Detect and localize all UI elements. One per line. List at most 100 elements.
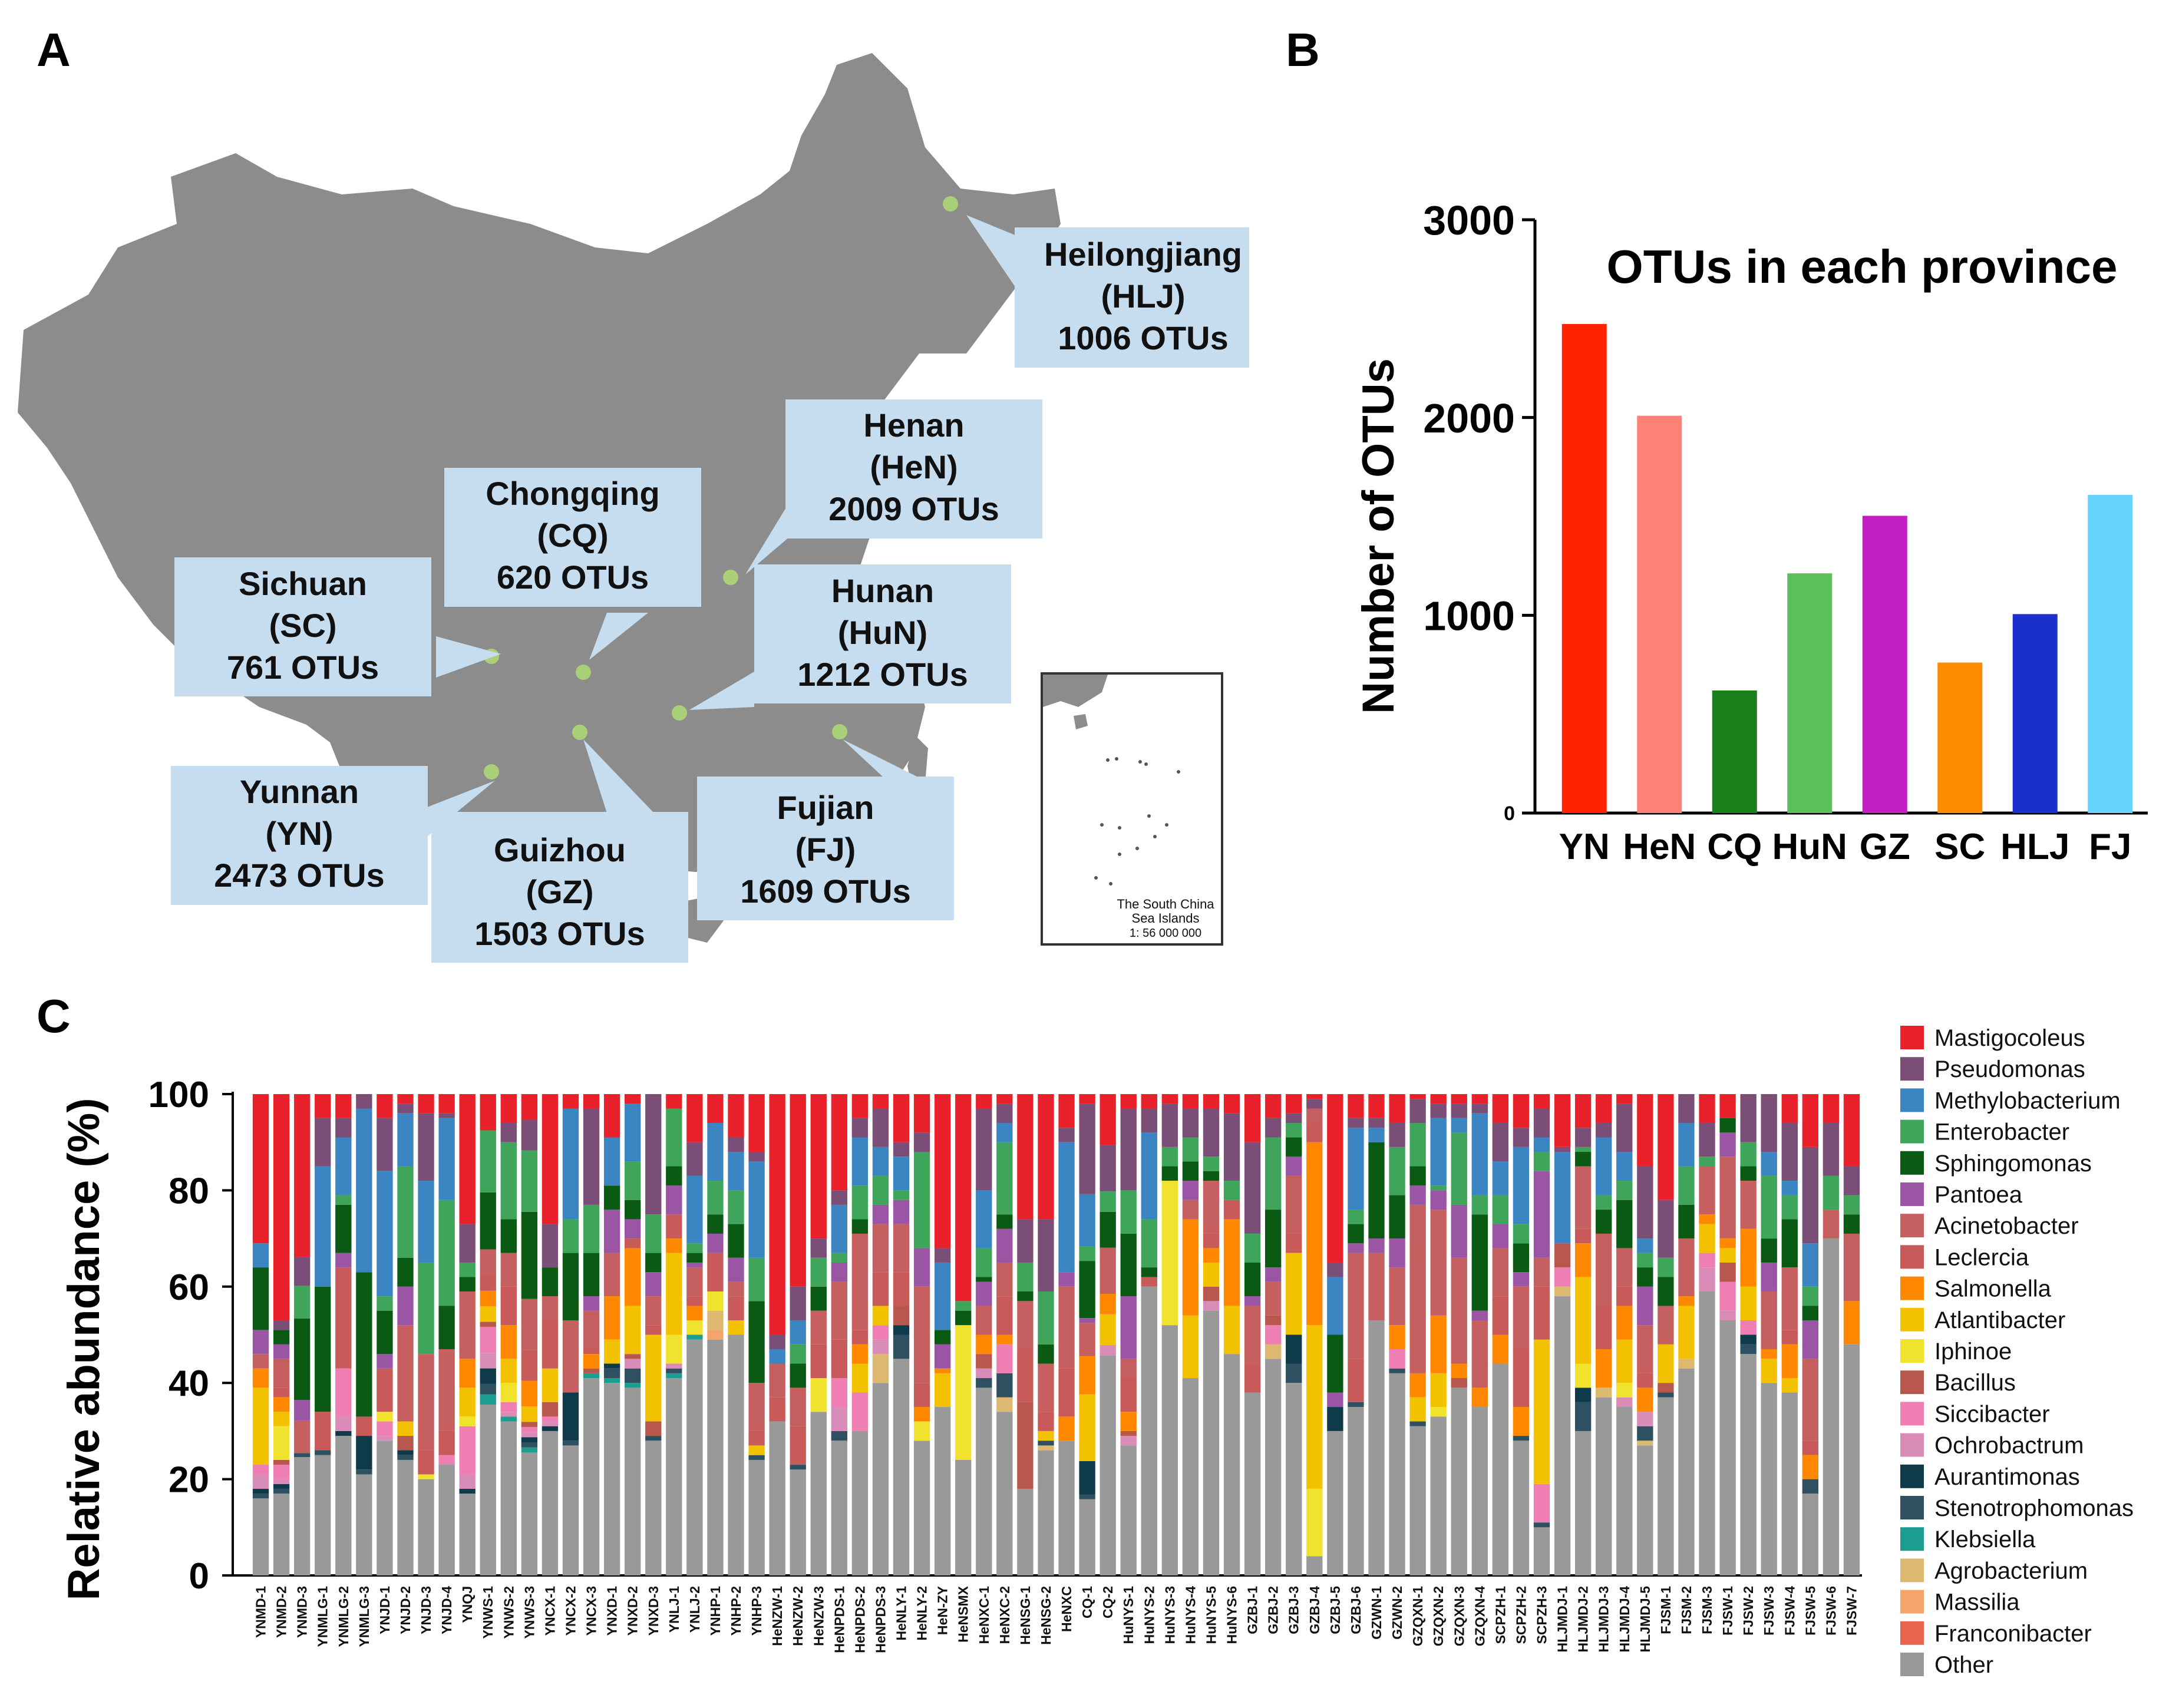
segment-agrobacterium <box>1637 1441 1653 1446</box>
segment-methylobacterium <box>790 1320 806 1344</box>
segment-mastigocoleus <box>1719 1094 1736 1118</box>
segment-other <box>1389 1373 1405 1575</box>
segment-enterobacter <box>1100 1191 1116 1212</box>
chart-b-y-tick-label: 0 <box>1504 802 1515 825</box>
segment-sphingomonas <box>1079 1261 1095 1319</box>
segment-leclercia <box>1492 1296 1509 1335</box>
segment-sphingomonas <box>603 1185 620 1210</box>
segment-leclercia <box>1637 1373 1653 1388</box>
segment-sphingomonas <box>1203 1171 1220 1181</box>
segment-salmonella <box>1596 1349 1612 1388</box>
segment-pantoea <box>1348 1243 1364 1253</box>
legend-label: Mastigocoleus <box>1934 1025 2085 1051</box>
segment-pantoea <box>728 1257 744 1282</box>
segment-mastigocoleus <box>1265 1094 1282 1118</box>
segment-atlantibacter <box>728 1320 744 1335</box>
segment-enterobacter <box>521 1150 538 1212</box>
sample-label: SCPZH-1 <box>1493 1586 1508 1644</box>
sample-label: HLJMDJ-5 <box>1637 1586 1653 1653</box>
segment-aurantimonas <box>459 1488 476 1494</box>
dot-yn <box>484 764 499 779</box>
segment-mastigocoleus <box>1038 1094 1054 1220</box>
legend-label: Klebsiella <box>1934 1527 2036 1552</box>
segment-mastigocoleus <box>625 1094 641 1104</box>
segment-pseudomonas <box>273 1320 290 1330</box>
segment-atlantibacter <box>748 1445 765 1455</box>
segment-other <box>851 1431 869 1575</box>
segment-atlantibacter <box>1203 1262 1220 1287</box>
segment-enterobacter <box>1781 1195 1798 1220</box>
segment-ochrobactrum <box>872 1339 889 1354</box>
stacked-bar <box>955 1094 972 1575</box>
segment-mastigocoleus <box>397 1094 414 1104</box>
segment-acinetobacter <box>1802 1359 1819 1441</box>
segment-mastigocoleus <box>1451 1094 1467 1104</box>
chart-b-x-tick-label: SC <box>1934 827 1985 867</box>
segment-salmonella <box>1616 1306 1633 1340</box>
segment-salmonella <box>1699 1214 1715 1224</box>
segment-stenotrophomonas <box>1658 1392 1674 1398</box>
stacked-bar <box>1843 1094 1860 1575</box>
segment-other <box>1658 1397 1674 1575</box>
segment-sphingomonas <box>810 1286 827 1311</box>
segment-atlantibacter <box>273 1412 290 1426</box>
south-china-sea-inset: The South China Sea Islands 1: 56 000 00… <box>1041 672 1223 946</box>
segment-bacillus <box>480 1322 496 1327</box>
segment-bacillus <box>1203 1286 1220 1301</box>
segment-bacillus <box>625 1354 641 1359</box>
segment-leclercia <box>1348 1359 1364 1402</box>
sample-label: YNLJ-2 <box>687 1586 702 1633</box>
segment-enterobacter <box>1182 1137 1199 1162</box>
segment-aurantimonas <box>356 1436 372 1470</box>
legend-item: Aurantimonas <box>1900 1464 2080 1490</box>
sample-label: HuNYS-3 <box>1162 1586 1177 1644</box>
segment-pseudomonas <box>976 1108 992 1191</box>
segment-acinetobacter <box>1843 1233 1860 1301</box>
segment-other <box>666 1378 682 1575</box>
stacked-bar <box>252 1094 269 1575</box>
segment-mastigocoleus <box>377 1094 393 1118</box>
segment-ochrobactrum <box>666 1363 682 1369</box>
legend-item: Other <box>1900 1652 1993 1678</box>
segment-stenotrophomonas <box>315 1450 331 1455</box>
segment-sphingomonas <box>1389 1195 1405 1239</box>
segment-stenotrophomonas <box>625 1368 641 1383</box>
segment-mastigocoleus <box>996 1094 1013 1104</box>
segment-salmonella <box>1678 1296 1695 1306</box>
segment-other <box>356 1474 372 1575</box>
segment-sphingomonas <box>1017 1291 1034 1301</box>
chart-c-y-tick-label: 40 <box>169 1363 209 1404</box>
segment-stenotrophomonas <box>603 1368 620 1379</box>
legend-swatch <box>1900 1119 1924 1144</box>
segment-mastigocoleus <box>1203 1094 1220 1109</box>
segment-leclercia <box>1616 1286 1633 1306</box>
segment-leclercia <box>996 1296 1013 1335</box>
segment-pantoea <box>1244 1296 1261 1306</box>
segment-other <box>996 1412 1013 1575</box>
legend-swatch <box>1900 1182 1924 1206</box>
segment-methylobacterium <box>1451 1118 1467 1133</box>
segment-leclercia <box>1286 1233 1302 1253</box>
stacked-bar <box>562 1094 579 1575</box>
segment-enterobacter <box>1223 1181 1240 1200</box>
segment-stenotrophomonas <box>790 1465 806 1470</box>
segment-pantoea <box>1637 1286 1653 1326</box>
segment-pseudomonas <box>1161 1104 1178 1147</box>
segment-salmonella <box>1223 1219 1240 1306</box>
segment-pseudomonas <box>542 1224 559 1268</box>
segment-aurantimonas <box>893 1325 910 1335</box>
stacked-bar <box>1079 1094 1095 1575</box>
stacked-bar <box>500 1094 517 1575</box>
segment-acinetobacter <box>790 1387 806 1426</box>
segment-agrobacterium <box>1678 1359 1695 1369</box>
svg-text:761 OTUs: 761 OTUs <box>227 649 379 686</box>
segment-atlantibacter <box>252 1387 269 1465</box>
segment-leclercia <box>872 1272 889 1306</box>
sample-label: HeNXC-2 <box>997 1586 1012 1644</box>
legend-label: Aurantimonas <box>1934 1464 2080 1490</box>
segment-pantoea <box>1719 1132 1736 1157</box>
segment-leclercia <box>480 1275 496 1291</box>
chart-b-x-tick-label: HLJ <box>2000 827 2069 867</box>
segment-salmonella <box>1451 1363 1467 1379</box>
dot-cq <box>576 665 591 680</box>
